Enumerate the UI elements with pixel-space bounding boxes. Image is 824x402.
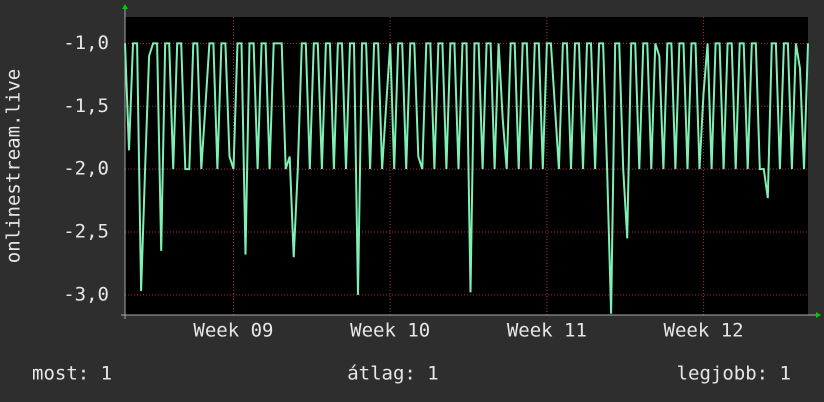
legend-most: most: 1 — [32, 363, 112, 385]
legend-average: átlag: 1 — [347, 363, 439, 385]
x-tick-label: Week 10 — [350, 320, 430, 342]
x-tick-label: Week 12 — [664, 320, 744, 342]
x-tick-label: Week 11 — [507, 320, 587, 342]
axis-arrow — [122, 4, 128, 9]
y-tick-label: -2,0 — [63, 158, 109, 180]
y-tick-label: -2,5 — [63, 221, 109, 243]
legend-best: legjobb: 1 — [677, 363, 791, 385]
y-tick-label: -3,0 — [63, 283, 109, 305]
y-tick-label: -1,5 — [63, 95, 109, 117]
y-tick-label: -1,0 — [63, 32, 109, 54]
y-axis-label: onlinestream.live — [3, 69, 25, 263]
x-tick-label: Week 09 — [193, 320, 273, 342]
axis-arrow — [816, 312, 821, 318]
data-line — [124, 42, 809, 314]
